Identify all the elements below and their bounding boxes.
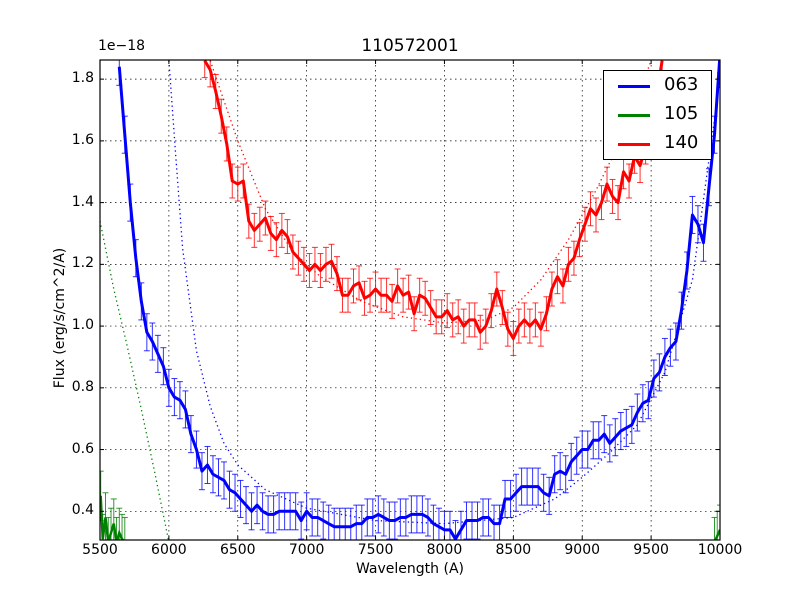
data-line bbox=[117, 60, 720, 540]
data-line bbox=[100, 495, 125, 540]
y-tick-label: 0.4 bbox=[71, 502, 94, 519]
legend-line-icon bbox=[618, 85, 650, 88]
y-tick-label: 1.2 bbox=[71, 255, 94, 272]
data-line bbox=[714, 529, 720, 540]
legend-label: 105 bbox=[664, 103, 699, 124]
x-tick-label: 7500 bbox=[357, 542, 394, 558]
legend-item-063: 063 bbox=[604, 72, 711, 101]
y-tick-label: 1.0 bbox=[71, 317, 94, 334]
series-140 bbox=[201, 60, 666, 356]
x-tick-label: 7000 bbox=[288, 542, 325, 558]
y-tick-label: 1.8 bbox=[71, 70, 94, 87]
series-063 bbox=[116, 60, 720, 540]
x-tick-label: 8000 bbox=[426, 542, 463, 558]
y-tick-label: 1.6 bbox=[71, 131, 94, 148]
legend-item-140: 140 bbox=[604, 130, 711, 159]
x-tick-label: 6000 bbox=[151, 542, 187, 558]
x-tick-label: 8500 bbox=[495, 542, 532, 558]
legend-line-icon bbox=[618, 143, 650, 146]
x-tick-label: 5500 bbox=[82, 542, 118, 558]
legend-label: 140 bbox=[664, 132, 699, 153]
x-tick-label: 9500 bbox=[633, 542, 669, 558]
model-curve bbox=[209, 60, 652, 324]
data-line bbox=[203, 60, 664, 340]
x-tick-label: 6500 bbox=[219, 542, 256, 558]
model-curve bbox=[100, 221, 170, 540]
x-tick-label: 10000 bbox=[697, 542, 743, 558]
legend-item-105: 105 bbox=[604, 101, 711, 130]
axes-frame bbox=[99, 59, 721, 541]
chart-title: 110572001 bbox=[361, 36, 459, 56]
y-tick-label: 1.4 bbox=[71, 193, 94, 210]
x-tick-label: 9000 bbox=[564, 542, 601, 558]
x-axis-label: Wavelength (A) bbox=[355, 561, 464, 577]
legend-label: 063 bbox=[664, 74, 699, 95]
legend-line-icon bbox=[618, 114, 650, 117]
y-axis-offset-label: 1e−18 bbox=[98, 38, 146, 54]
legend: 063 105 140 bbox=[603, 70, 712, 160]
series-105 bbox=[100, 221, 720, 540]
y-tick-label: 0.6 bbox=[71, 440, 94, 457]
y-tick-label: 0.8 bbox=[71, 378, 94, 395]
